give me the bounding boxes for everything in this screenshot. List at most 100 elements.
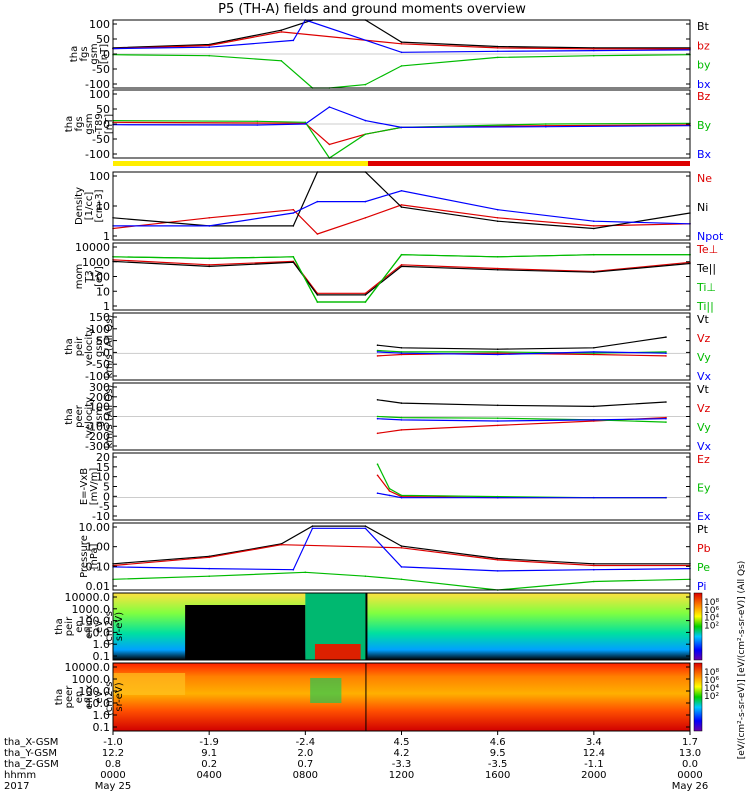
point-pressure-Pt [496, 557, 499, 560]
y-axis-label-line: peer [74, 404, 85, 428]
point-peer_velocity-Vt [593, 405, 595, 408]
y-axis-label: thafgsgsm[nT] [69, 43, 110, 64]
x-axis-value: 0.0 [682, 759, 698, 770]
point-efield-Ex [376, 492, 379, 495]
legend-pressure-Pe: Pe [697, 561, 710, 574]
point-fgs_gsm-bx [496, 50, 499, 53]
y-axis-label-line: fgs [74, 116, 85, 131]
legend-fgs_gsm-Bt: Bt [697, 20, 710, 33]
point-peer_velocity-Vx [665, 417, 667, 420]
point-density-Npot [292, 212, 295, 214]
point-pressure-Pe [304, 571, 307, 574]
panel-fgs_gsm: 100 50 0 -50 -100 thafgsgsm[nT] Bt bz by bx [69, 18, 711, 91]
point-efield-Ex [665, 496, 667, 499]
point-peir_velocity-Vt [665, 336, 667, 338]
point-fgs_gsm_t89-By [256, 120, 259, 123]
y-axis-label-line: Density [74, 187, 85, 225]
y-tick-label: 50 [96, 335, 110, 348]
point-peir_velocity-Vy [593, 352, 595, 355]
point-efield-Ex [400, 496, 403, 499]
x-axis-value: 1.7 [682, 737, 698, 748]
point-peer_velocity-Vy [496, 417, 499, 420]
point-peer_velocity-Vy [376, 415, 379, 418]
point-pressure-Pi [292, 568, 295, 571]
y-tick-label: 0 [103, 411, 110, 424]
point-efield-Ey [388, 487, 391, 490]
y-tick-label: -10 [92, 510, 110, 523]
point-temperature-Ti|| [292, 255, 295, 258]
y-tick-label: 10.00 [79, 521, 111, 534]
y-tick-label: 10 [96, 285, 110, 298]
y-tick-label: 1.0 [93, 638, 111, 651]
point-fgs_gsm_t89-Bx [545, 125, 547, 128]
x-axis-value: 0800 [293, 770, 318, 781]
point-fgs_gsm-by [208, 54, 210, 57]
point-fgs_gsm-by [400, 65, 403, 67]
panel-pressure: 10.00 1.00 0.10 0.01 Pressure[nPa] Pt Pb Pe Pi [79, 521, 711, 593]
y-tick-label: 0 [103, 490, 110, 503]
point-efield-Ex [388, 494, 391, 497]
y-axis-label-line: sr-eV) [114, 612, 125, 641]
x-axis-value: 12.2 [102, 748, 124, 759]
point-peir_velocity-Vx [376, 351, 379, 353]
point-fgs_gsm-by [496, 56, 499, 59]
series-fgs_gsm-by [112, 54, 691, 89]
point-temperature-Te|| [316, 294, 319, 296]
series-efield-Ez [377, 474, 666, 499]
point-peer_velocity-Vy [400, 416, 403, 419]
x-axis-value: 4.5 [394, 737, 410, 748]
point-density-Ne [400, 204, 403, 206]
legend-peir_velocity-Vx: Vx [697, 370, 712, 383]
point-temperature-Ti|| [496, 255, 499, 258]
x-axis-value: 0.2 [201, 759, 217, 770]
y-tick-label: -100 [85, 370, 110, 383]
point-pressure-Pi [593, 568, 595, 571]
y-tick-label: 20 [96, 451, 110, 464]
point-pressure-Pi [311, 527, 314, 530]
point-peir_velocity-Vz [496, 352, 499, 355]
point-pressure-Pb [593, 564, 595, 567]
legend-density-Npot: Npot [697, 230, 724, 243]
point-pressure-Pt [364, 525, 367, 527]
x-axis-value: -3.5 [488, 759, 508, 770]
series-fgs_gsm_t89-By [112, 120, 691, 159]
point-peer_velocity-Vx [496, 420, 499, 422]
colorbar-tick-label: 10⁶ [704, 676, 719, 686]
electron-spectrogram-fill [113, 663, 690, 731]
point-temperature-Ti|| [364, 301, 367, 303]
series-efield-Ey [376, 463, 666, 499]
y-axis-label-line: gsm [94, 406, 105, 427]
x-axis-value: 1200 [389, 770, 414, 781]
point-pressure-Pb [208, 556, 210, 559]
point-fgs_gsm-bz [593, 48, 595, 50]
y-axis-label: thapeerenefluxeV(cm2-s-sr-eV) [54, 678, 125, 716]
y-axis-label-line: gsm [89, 43, 100, 64]
y-axis-label-line: (cm2-s- [104, 607, 115, 645]
y-tick-label: 10000 [75, 241, 110, 254]
point-peir_velocity-Vt [496, 348, 499, 351]
y-axis-label-line: eflux [84, 685, 95, 710]
series-pressure-Pe [112, 571, 691, 591]
y-axis-label-line: fgs [79, 46, 90, 61]
series-fgs_gsm_t89-Bz [112, 121, 691, 146]
point-temperature-Te|| [593, 271, 595, 274]
point-density-Ne [593, 225, 595, 227]
electron-spectrogram-gap [365, 663, 367, 731]
point-fgs_gsm-by [364, 83, 367, 86]
y-tick-label: 10.0 [86, 626, 111, 639]
x-axis-value: -3.3 [392, 759, 412, 770]
series-temperature-Ti|| [112, 254, 690, 303]
point-temperature-Ti|| [400, 253, 403, 256]
point-density-Ni [400, 206, 403, 208]
y-tick-label: 1000.0 [72, 673, 111, 686]
point-fgs_gsm-by [593, 54, 595, 57]
x-axis-row-label: hhmm [4, 770, 36, 781]
point-pressure-Pt [311, 525, 314, 527]
panel-frame [112, 592, 691, 661]
y-tick-label: 150 [89, 311, 110, 324]
y-tick-label: 100 [89, 401, 110, 414]
y-tick-label: 100 [89, 18, 110, 31]
point-efield-Ex [496, 496, 499, 499]
